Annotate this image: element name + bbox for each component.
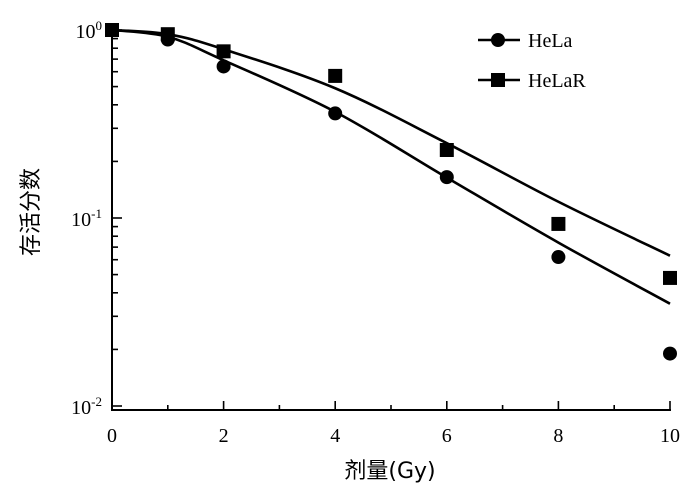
legend-marker-helar (491, 73, 505, 87)
y-axis-ticks: 100 10-1 10-2 (71, 18, 122, 419)
helar-point (216, 44, 231, 59)
hela-point (216, 59, 231, 74)
legend-label: HeLa (528, 30, 573, 52)
hela-point (439, 170, 454, 185)
helar-point (439, 142, 454, 157)
x-axis-title: 剂量(Gy) (344, 459, 435, 484)
fit-line-helar (111, 28, 671, 257)
legend-marker-hela (491, 33, 505, 47)
helar-point (328, 68, 343, 83)
hela-point (663, 346, 677, 361)
y-tick-label: 10-1 (71, 206, 102, 231)
helar-point (663, 270, 677, 285)
legend-label: HeLaR (528, 70, 586, 92)
x-axis-ticks: 0 2 4 6 8 10 (107, 401, 680, 447)
y-axis-title: 存活分数 (19, 168, 44, 256)
x-tick-label: 2 (219, 425, 229, 447)
hela-point (551, 250, 566, 265)
y-tick-label: 100 (76, 18, 103, 43)
data-markers (105, 23, 677, 361)
helar-point (105, 23, 119, 37)
x-tick-label: 4 (330, 425, 340, 447)
legend: HeLa HeLaR (478, 30, 586, 92)
fit-lines (111, 28, 671, 305)
x-tick-label: 10 (660, 425, 680, 447)
helar-point (160, 27, 175, 42)
x-tick-label: 0 (107, 425, 117, 447)
x-tick-label: 8 (553, 425, 563, 447)
fit-line-hela (111, 28, 671, 305)
hela-point (328, 106, 343, 121)
helar-point (551, 216, 566, 231)
x-tick-label: 6 (442, 425, 452, 447)
y-tick-label: 10-2 (71, 394, 102, 419)
